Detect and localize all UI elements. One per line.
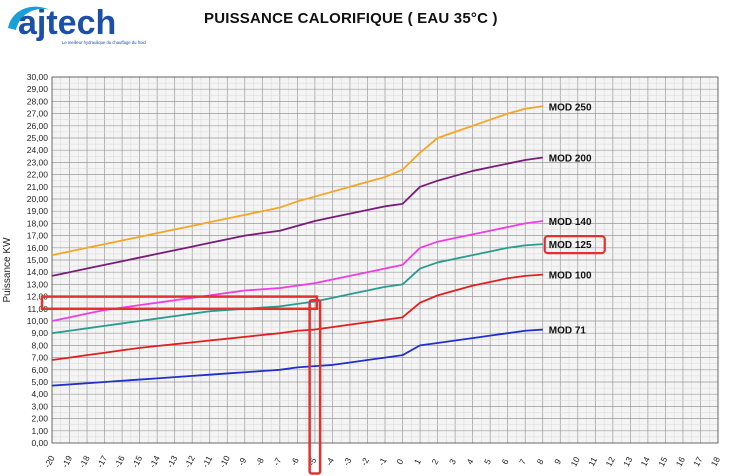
y-tick-label: 0,00 [31,438,48,448]
x-tick-label: 9 [552,457,563,466]
series-line [51,273,543,361]
series-label: MOD 100 [549,271,592,282]
chart-title: PUISSANCE CALORIFIQUE ( EAU 35°C ) [204,10,498,27]
highlight-vertical-band [308,299,322,475]
y-tick-label: 29,00 [27,84,49,94]
series-line [51,105,543,257]
y-tick-label: 6,00 [31,365,48,375]
highlight-series-label-box [543,235,606,255]
y-tick-label: 24,00 [27,145,49,155]
x-tick-label: 1 [412,457,423,466]
logo-swoosh [8,6,50,30]
y-tick-label: 19,00 [27,206,49,216]
y-tick-label: 11,00 [27,304,48,314]
x-tick-label: -14 [147,454,162,470]
x-tick-label: 3 [447,457,458,466]
x-tick-label: 12 [604,455,617,468]
series-label: MOD 125 [549,240,592,251]
y-tick-label: 10,00 [27,316,49,326]
series-labels: MOD 250 MOD 200 MOD 140 MOD 125 MOD 100 MOD 7… [549,102,592,336]
x-tick-label: -1 [376,456,389,468]
x-tick-label: 13 [621,455,634,468]
x-tick-label: -16 [112,454,127,470]
x-tick-label: -4 [324,456,337,468]
x-tick-label: 10 [569,455,582,468]
y-tick-label: 4,00 [31,389,48,399]
x-tick-label: -12 [182,454,197,470]
plot-border [51,76,719,444]
x-tick-label: 4 [464,457,475,466]
y-tick-label: 17,00 [27,231,49,241]
x-tick-label: -8 [253,456,266,468]
x-tick-label: -17 [95,454,110,470]
y-tick-label: 26,00 [27,121,49,131]
x-tick-label: 0 [394,457,405,466]
x-tick-labels: -20 -19 -18 -17 -16 -15 -14 -13 -12 -11 -10 -9 -8 -7-… [42,454,722,470]
x-tick-label: -5 [306,456,319,468]
x-tick-label: -2 [359,456,372,468]
series-label: MOD 200 [549,154,592,165]
y-tick-label: 2,00 [31,414,48,424]
x-tick-label: 16 [674,455,687,468]
x-tick-label: -3 [341,456,354,468]
y-tick-label: 1,00 [31,426,48,436]
logo-tagline-text: Le meilleur hydraulique du chauffage du … [62,40,146,45]
series-lines [51,105,543,387]
x-tick-label: -10 [217,454,232,470]
series-line [51,156,543,277]
series-label: MOD 140 [549,217,592,228]
y-tick-label: 28,00 [27,96,49,106]
x-tick-label: -20 [42,454,57,470]
x-tick-label: 15 [656,455,669,468]
series-line [51,328,543,387]
y-tick-label: 13,00 [27,279,49,289]
x-tick-label: -7 [271,456,284,468]
logo-brand-text: ajtech [18,4,116,42]
x-tick-label: 11 [586,455,599,468]
y-tick-label: 18,00 [27,218,49,228]
y-tick-label: 14,00 [27,267,49,277]
y-tick-label: 12,00 [27,292,49,302]
x-tick-label: 2 [429,457,440,466]
y-tick-label: 22,00 [27,170,49,180]
series-line [51,243,543,335]
y-tick-label: 21,00 [27,182,49,192]
grid [51,76,719,444]
x-tick-label: -9 [236,456,249,468]
x-tick-label: 5 [482,457,493,466]
y-tick-label: 15,00 [27,255,49,265]
y-tick-label: 7,00 [31,353,48,363]
x-tick-label: -6 [289,456,302,468]
highlight-horizontal-band [40,295,319,311]
ajtech-logo: ajtech Le meilleur hydraulique du chauff… [4,0,154,50]
y-tick-label: 8,00 [31,340,48,350]
x-tick-label: 17 [691,455,704,468]
y-tick-label: 23,00 [27,157,49,167]
x-tick-label: 7 [517,457,528,466]
x-tick-label: -15 [130,454,145,470]
x-tick-label: -19 [60,454,75,470]
x-tick-label: 18 [709,455,722,468]
annotations [40,235,606,475]
x-tick-label: 14 [639,455,652,468]
y-tick-label: 9,00 [31,328,48,338]
x-tick-label: 8 [535,457,546,466]
x-tick-label: -18 [77,454,92,470]
y-axis-label: Puissance KW [2,237,13,303]
y-tick-label: 30,00 [27,72,49,82]
series-label: MOD 250 [549,102,592,113]
y-tick-label: 27,00 [27,109,49,119]
x-tick-label: 6 [500,457,511,466]
y-tick-label: 5,00 [31,377,48,387]
y-tick-labels: 0,00 1,00 2,00 3,00 4,00 5,00 6,00 7,00 8,00 9,00… [27,72,49,448]
y-tick-label: 20,00 [27,194,49,204]
y-tick-label: 25,00 [27,133,49,143]
x-tick-label: -13 [165,454,180,470]
y-tick-label: 16,00 [27,243,49,253]
y-tick-label: 3,00 [31,401,48,411]
series-line [51,220,543,322]
x-tick-label: -11 [200,454,214,469]
series-label: MOD 71 [549,326,587,337]
